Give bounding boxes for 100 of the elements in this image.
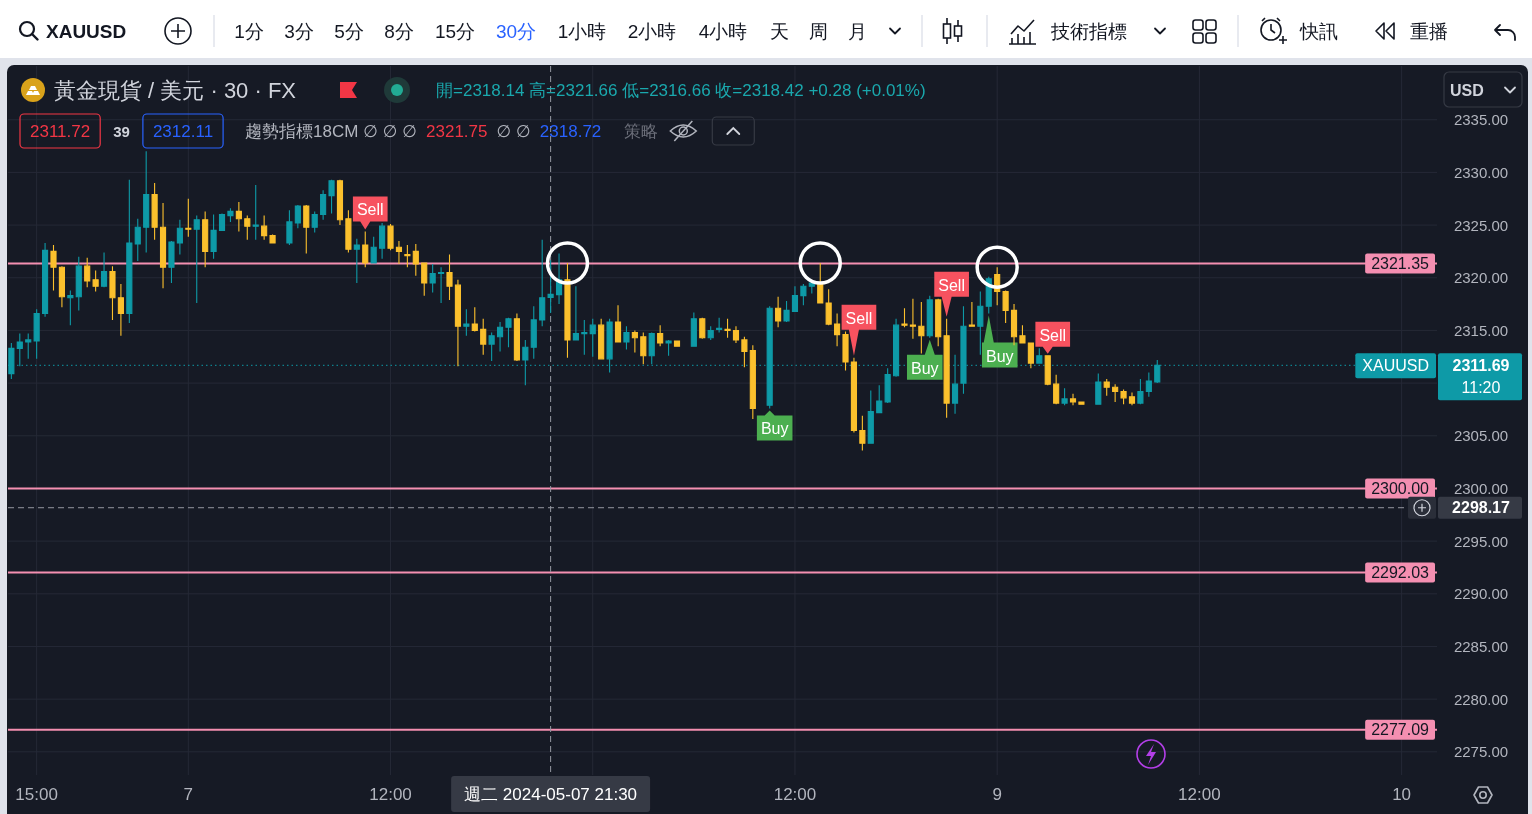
y-tick-label: 2285.00: [1453, 637, 1509, 655]
candlestick: [673, 340, 681, 347]
candlestick: [817, 262, 824, 304]
candlestick: [589, 318, 596, 358]
candlestick: [438, 266, 445, 304]
candlestick: [876, 384, 883, 414]
y-tick-label: 2295.00: [1453, 532, 1509, 550]
candlestick: [151, 182, 158, 241]
annotation: ∅ ∅: [496, 121, 531, 141]
candlestick: [412, 243, 419, 277]
y-tick-label: 2330.00: [1453, 163, 1509, 181]
candlestick: [454, 279, 462, 367]
text: 周: [808, 20, 828, 42]
candlestick: [126, 179, 133, 324]
candlestick: [362, 230, 369, 268]
candlestick: [446, 254, 453, 301]
x-tick-label: 12:00: [369, 784, 412, 804]
annotation: Sell: [1039, 326, 1067, 344]
text: 1分: [234, 20, 264, 42]
candlestick: [286, 209, 293, 246]
y-tick-label: 2305.00: [1453, 427, 1509, 445]
ref-line-label: 2311.69: [1452, 356, 1510, 374]
candlestick: [370, 236, 377, 264]
x-tick-label: 15:00: [15, 784, 58, 804]
y-tick-label: 2290.00: [1453, 585, 1509, 603]
text: 快訊: [1299, 20, 1338, 42]
candlestick: [1128, 392, 1136, 406]
annotation: 策略: [624, 121, 659, 141]
candlestick: [783, 300, 790, 323]
text: 30分: [495, 20, 537, 42]
candlestick: [631, 329, 638, 354]
candlestick: [690, 311, 697, 347]
text: USD: [1450, 81, 1484, 99]
candlestick: [724, 318, 731, 339]
candlestick: [749, 344, 756, 420]
x-tick-label: 9: [992, 784, 1002, 804]
candlestick: [1069, 393, 1077, 406]
candlestick: [404, 244, 411, 268]
ref-line-label: 2277.09: [1371, 721, 1430, 739]
candlestick: [977, 290, 984, 356]
candlestick: [699, 317, 706, 340]
x-tick-label: 12:00: [1178, 784, 1221, 804]
x-tick-label: 7: [183, 784, 194, 804]
candlestick: [926, 295, 933, 339]
candlestick: [463, 308, 470, 337]
x-tick-label: 12:00: [773, 784, 817, 804]
candlestick: [185, 198, 192, 238]
ref-line-label: 週二 2024-05-07 21:30: [464, 784, 638, 804]
candlestick: [193, 215, 200, 304]
text: 4小時: [698, 20, 748, 42]
candlestick: [572, 285, 579, 341]
candlestick: [58, 265, 65, 308]
candlestick: [1137, 378, 1144, 405]
text: 2小時: [627, 20, 677, 42]
candlestick: [176, 219, 183, 256]
candlestick: [1103, 378, 1110, 397]
candlestick: [1010, 303, 1018, 346]
text: XAUUSD: [46, 20, 127, 42]
annotation: 趨勢指標18CM ∅ ∅ ∅: [245, 121, 418, 141]
y-tick-label: 2275.00: [1453, 743, 1509, 761]
candlestick: [850, 357, 858, 434]
candlestick: [598, 318, 605, 360]
text: 5分: [334, 20, 364, 42]
candlestick: [33, 308, 40, 360]
candlestick: [547, 259, 554, 314]
candlestick: [134, 218, 141, 262]
candlestick: [227, 207, 234, 223]
candlestick: [539, 239, 546, 327]
candlestick: [842, 330, 849, 372]
candlestick: [513, 313, 520, 362]
text: 開=2318.14 高=2321.66 低=2316.66 收=2318.42 +0.28 (+0.01%): [436, 80, 926, 100]
candlestick: [496, 321, 504, 353]
annotation: Sell: [938, 276, 965, 294]
candlestick: [901, 307, 908, 328]
annotation: 2321.75: [426, 121, 488, 141]
candlestick: [471, 306, 478, 333]
candlestick: [808, 281, 815, 295]
annotation: Buy: [985, 347, 1014, 365]
candlestick: [387, 223, 394, 251]
candlestick: [834, 313, 841, 347]
candlestick: [1044, 355, 1051, 386]
annotation: Sell: [356, 201, 384, 219]
annotation: 2312.11: [152, 121, 214, 141]
candlestick: [395, 240, 403, 265]
x-tick-label: 10: [1392, 784, 1412, 804]
candlestick: [1061, 387, 1068, 406]
text: 3分: [284, 20, 314, 42]
candlestick: [311, 210, 318, 233]
candlestick: [884, 367, 891, 404]
candlestick: [202, 210, 209, 268]
annotation: Buy: [760, 420, 789, 438]
candlestick: [1145, 372, 1152, 398]
text: 8分: [384, 20, 414, 42]
candlestick: [303, 204, 310, 255]
text: 技術指標: [1050, 20, 1127, 42]
candlestick: [244, 215, 251, 241]
candlestick: [741, 336, 748, 368]
candlestick: [581, 319, 588, 356]
candlestick: [1019, 324, 1026, 344]
candlestick: [488, 331, 495, 362]
